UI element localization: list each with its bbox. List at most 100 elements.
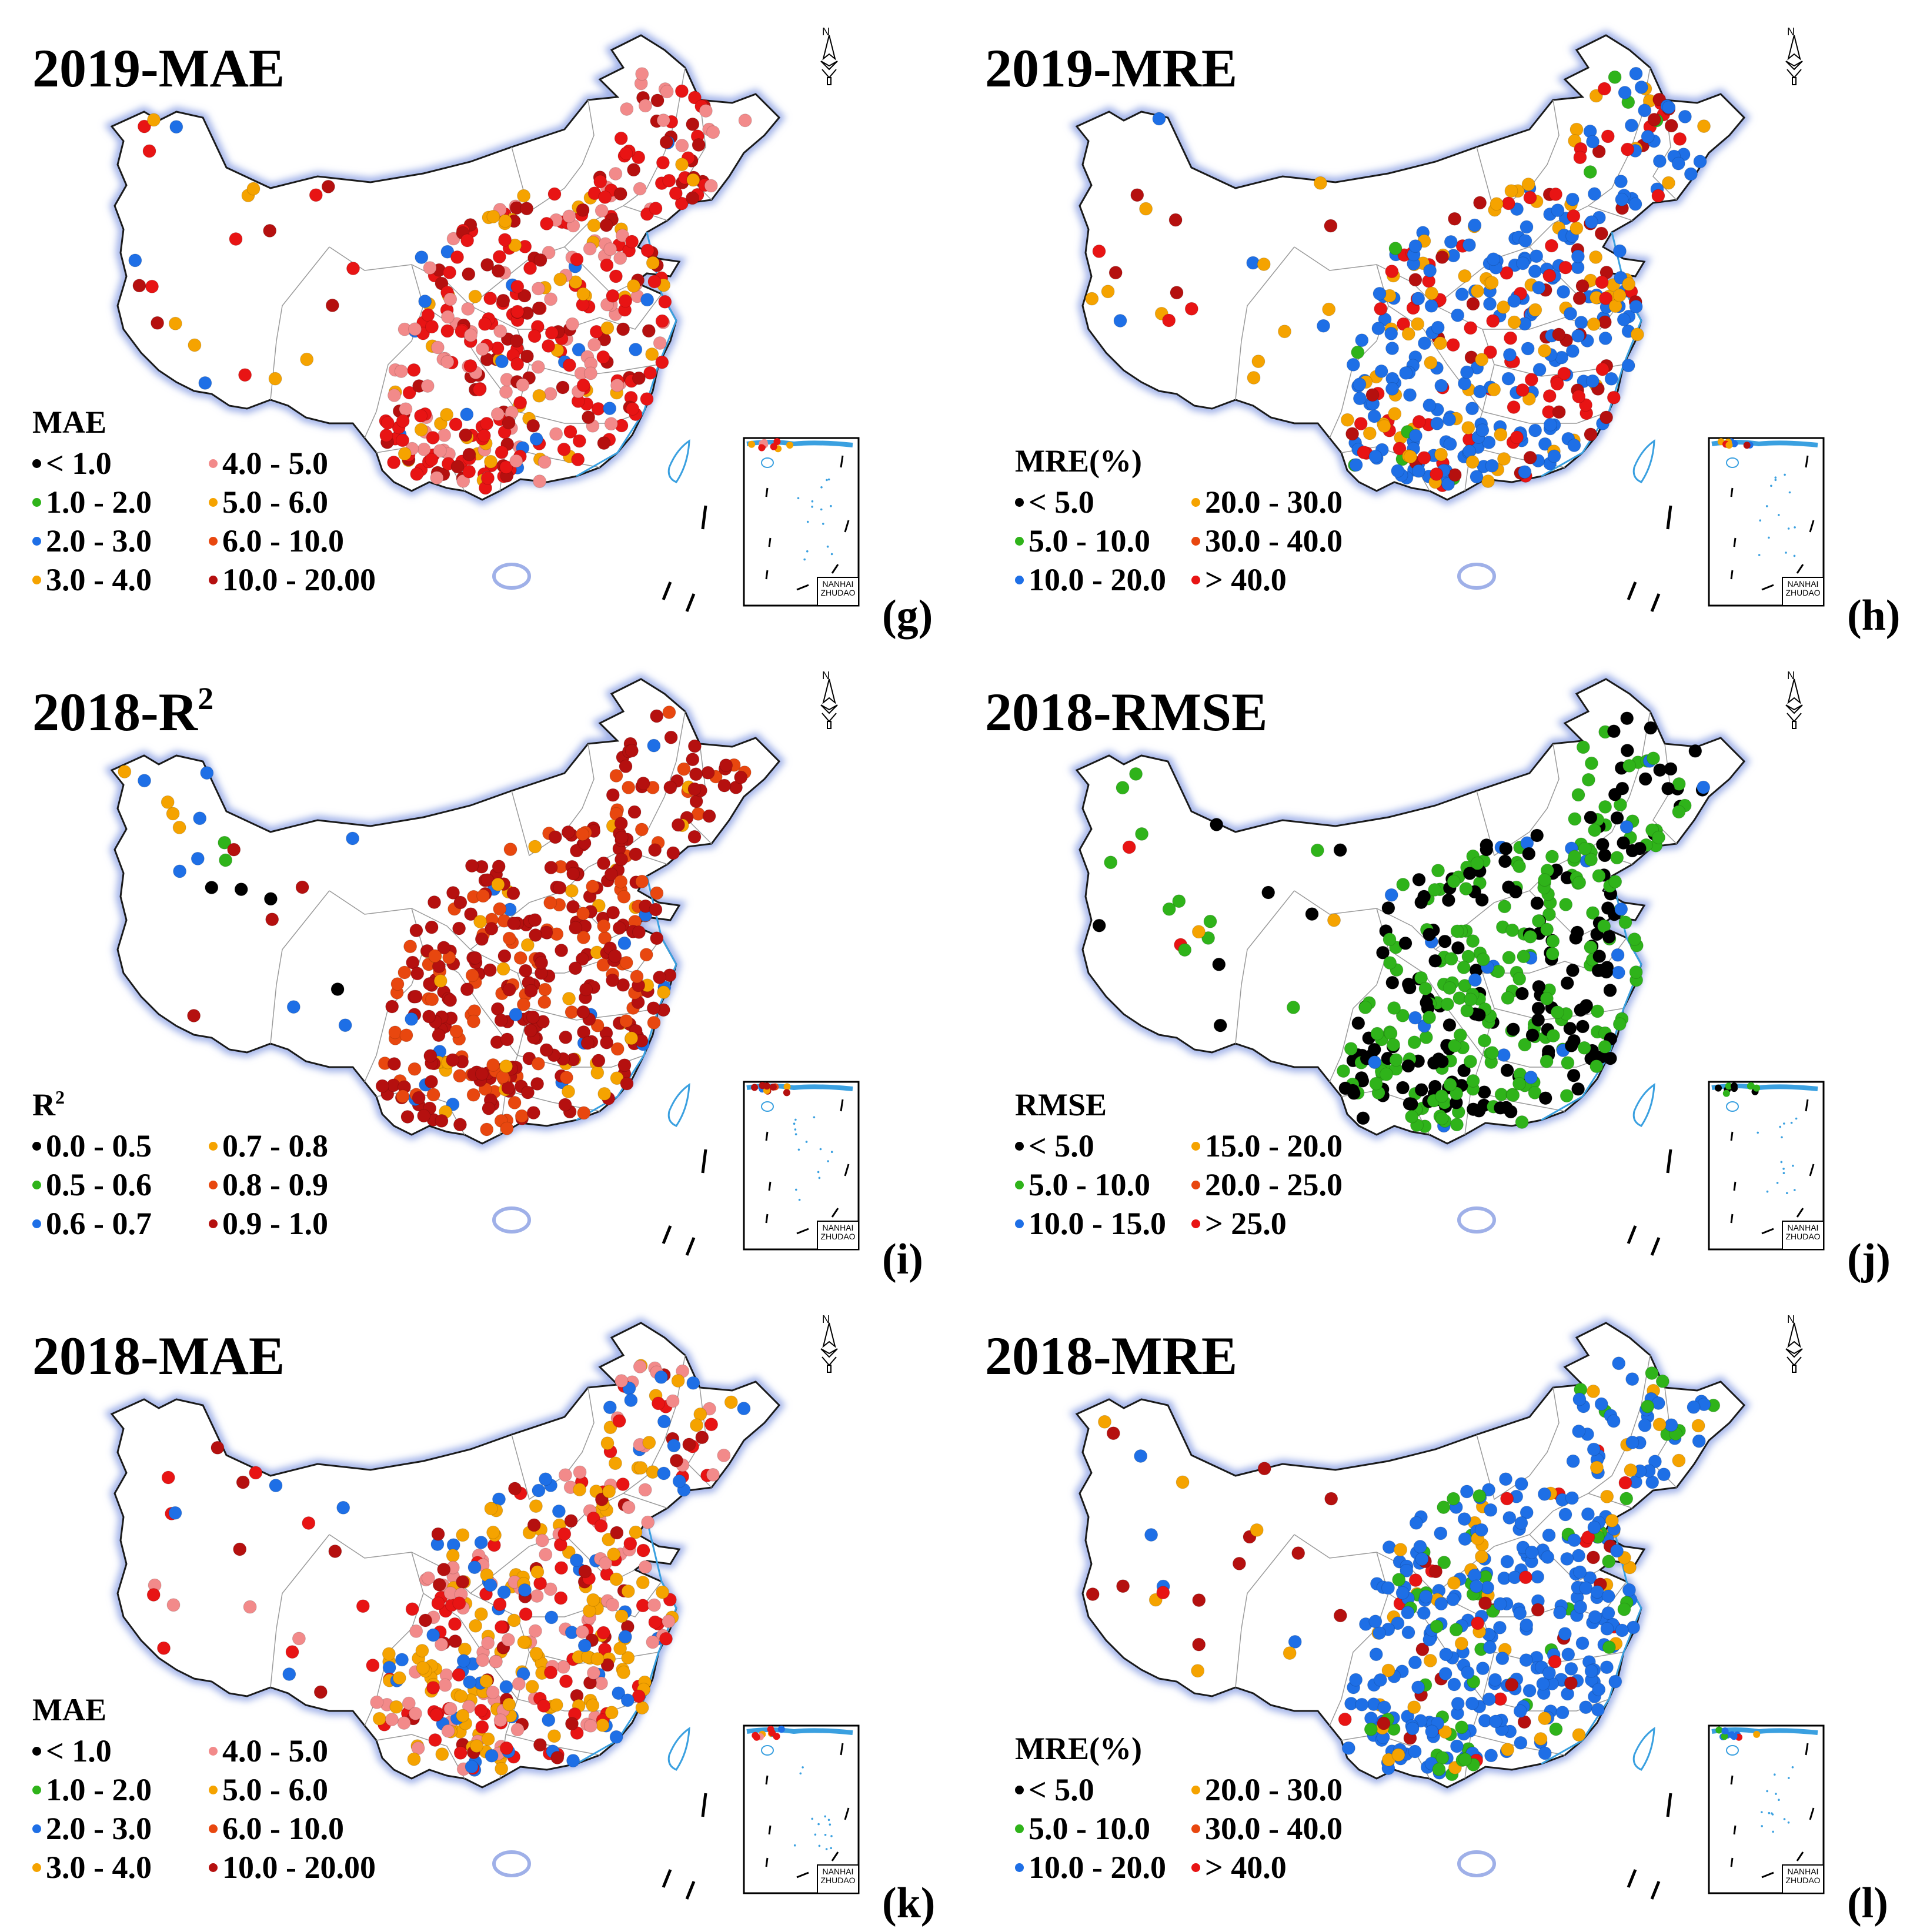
legend-item-label: < 5.0 [1029,484,1094,520]
station-dot [433,974,448,988]
station-dot [648,843,662,857]
station-dot [647,738,661,753]
station-dot [1501,991,1515,1005]
station-dot [1618,1476,1632,1490]
station-dot [1414,1083,1428,1097]
station-dot [666,846,680,860]
station-dot [1592,1683,1606,1697]
station-dot [502,982,516,997]
province-border [1588,711,1651,850]
station-dot [1601,901,1615,915]
station-dot [1546,1029,1560,1043]
station-dot [1572,1424,1586,1438]
legend-swatch [1191,497,1200,507]
station-dot [706,1468,720,1482]
station-dot [462,1700,476,1714]
boundary-dash [1650,1881,1661,1900]
station-dot [615,831,629,844]
station-dot [1387,1001,1401,1015]
station-dot [1505,1677,1519,1692]
station-dot [617,890,631,904]
station-dot [576,931,590,944]
station-dot [1565,344,1580,358]
station-dot [1621,359,1635,373]
station-dot [1612,1017,1627,1031]
station-dot [491,877,505,891]
station-dot [478,317,492,331]
station-dot [608,949,622,963]
station-dot [590,1652,605,1666]
station-dot [389,1700,403,1714]
station-dot [682,1438,696,1452]
panel-title: 2019-MRE [985,41,1237,95]
station-dot [1571,329,1585,343]
station-dot [1632,841,1647,855]
station-dot [426,1681,440,1695]
station-dot [691,807,705,821]
station-dot [486,1525,500,1539]
station-dot [462,267,476,281]
station-dot [453,1746,468,1760]
station-dot [533,1576,547,1590]
station-dot [544,1666,557,1680]
station-dot [1564,1662,1578,1676]
legend-swatch [32,1785,41,1794]
station-dot [1620,1492,1634,1506]
station-dot [456,1528,470,1542]
station-dot [1481,1580,1495,1595]
legend-swatch [209,1746,218,1756]
station-dot [1444,952,1458,966]
station-dot [1553,1606,1567,1620]
station-dot [1625,1372,1640,1386]
station-dot [1557,366,1571,380]
legend-title: RMSE [1015,1089,1107,1121]
station-dot [568,961,582,975]
station-dot [1116,1579,1130,1593]
station-dot [1388,242,1403,256]
panel-title-text: 2018-R [32,682,198,742]
station-dot [499,460,513,474]
station-dot [1457,961,1471,974]
station-dot [616,1478,630,1491]
station-dot [463,1675,477,1689]
station-dot [1558,1627,1572,1641]
station-dot [1447,1576,1461,1590]
station-dot [578,1565,592,1579]
legend-swatch [1015,575,1024,584]
station-dot [1507,294,1521,308]
station-dot [1251,355,1265,369]
station-dot [483,1578,497,1592]
station-dot [596,1626,610,1640]
province-border [511,743,595,857]
station-dot [610,1071,624,1085]
legend-item: < 1.0 [32,444,112,483]
station-dot [403,940,418,954]
station-dot [619,294,633,308]
boundary-dash [1666,1149,1672,1174]
china-map: N [1069,26,1825,612]
station-dot [542,246,556,260]
legend-title: MRE(%) [1015,1733,1142,1764]
legend-title: R2 [32,1088,65,1121]
station-dot [1504,331,1518,345]
station-dot [649,202,663,215]
hainan-island [1457,1206,1496,1234]
legend-item-label: 0.7 - 0.8 [222,1128,328,1164]
station-dot [575,952,589,966]
station-dot [510,1723,525,1737]
station-dot [1405,1722,1420,1736]
station-dot [1415,1642,1430,1656]
station-dot [636,1599,650,1613]
station-dot [485,1749,499,1763]
station-dot [1608,787,1622,801]
station-dot [408,1707,422,1720]
station-dot [497,949,512,963]
station-dot [1191,1664,1205,1678]
station-dot [1425,1724,1439,1739]
map-panel-2019-mre: N NANHAI ZHUDAO 2019-MRE (h) MRE(%) < 5.0 5.0 -… [965,0,1930,644]
legend-item: > 25.0 [1191,1204,1287,1243]
station-dot [530,1077,545,1091]
station-dot [1377,1716,1391,1730]
station-dot [1408,273,1423,287]
station-dot [1628,932,1641,946]
